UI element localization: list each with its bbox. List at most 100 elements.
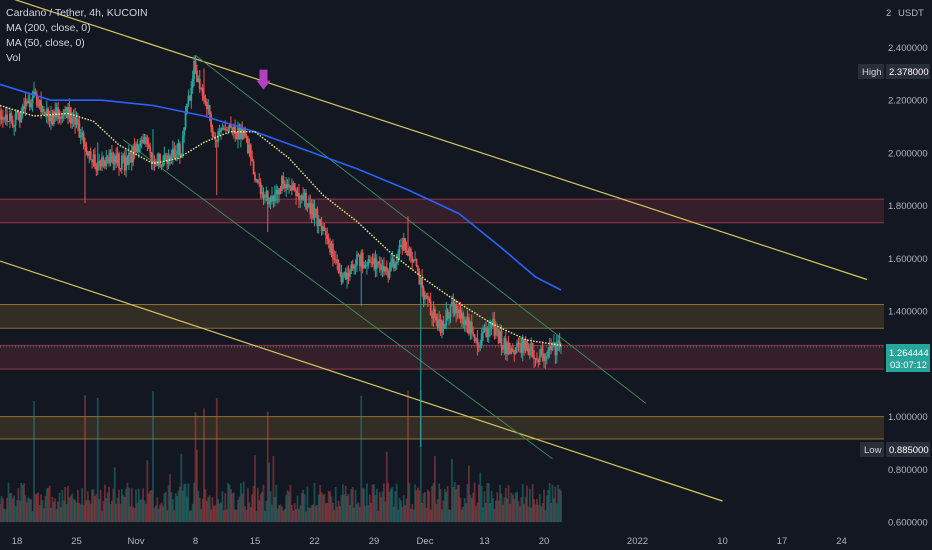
candle-body xyxy=(356,254,358,265)
candle-body xyxy=(241,126,244,140)
volume-bar xyxy=(475,506,477,523)
legend-title[interactable]: Cardano / Tether, 4h, KUCOIN xyxy=(6,7,148,19)
trendlines xyxy=(0,0,868,502)
volume-bar xyxy=(340,495,343,523)
volume-bar xyxy=(550,502,552,523)
candle-body xyxy=(109,152,112,164)
volume-bar xyxy=(137,488,140,523)
volume-bar xyxy=(247,488,249,523)
volume-bar xyxy=(40,494,42,523)
volume-bar xyxy=(171,499,174,523)
volume-bar xyxy=(89,503,92,523)
volume-bar xyxy=(303,494,306,523)
legend-ma200[interactable]: MA (200, close, 0) xyxy=(6,22,91,34)
candle-body xyxy=(71,117,74,124)
candle-body xyxy=(307,203,310,207)
candle-body xyxy=(213,136,215,138)
price-tick-label: 1.600000 xyxy=(888,254,928,265)
volume-bar xyxy=(499,484,501,523)
volume-bar xyxy=(324,503,327,523)
candle-body xyxy=(0,110,1,120)
volume-bar xyxy=(332,502,334,523)
volume-bar xyxy=(47,487,50,523)
candle-body xyxy=(415,259,418,267)
volume-bar xyxy=(255,511,258,523)
volume-bar xyxy=(407,390,409,523)
candle-body xyxy=(204,100,207,103)
candle-body xyxy=(17,111,20,113)
candle-body xyxy=(95,166,98,171)
candle-body xyxy=(442,321,445,329)
price-axis[interactable]: 2 USDT 2.400000 2.200000 2.000000 1.800000 1… xyxy=(858,0,932,550)
volume-bar xyxy=(385,451,388,523)
volume-bar xyxy=(51,496,54,523)
volume-bar xyxy=(286,490,289,523)
volume-bar xyxy=(35,493,38,523)
candle-body xyxy=(218,131,221,133)
candle-body xyxy=(60,116,62,119)
volume-bar xyxy=(9,493,11,523)
candle-body xyxy=(401,244,404,250)
volume-bar xyxy=(210,509,212,523)
candle-body xyxy=(180,153,183,156)
candle-body xyxy=(82,132,85,144)
volume-bar xyxy=(276,508,279,523)
legend-ma50[interactable]: MA (50, close, 0) xyxy=(6,37,85,49)
candle-body xyxy=(116,153,119,163)
volume-bar xyxy=(271,504,273,523)
candle-body xyxy=(111,152,113,155)
volume-bar xyxy=(329,491,331,523)
candle-body xyxy=(289,185,292,187)
volume-bar xyxy=(94,496,96,523)
candle-body xyxy=(30,103,33,108)
volume-bar xyxy=(43,508,45,523)
candle-body xyxy=(200,87,203,89)
candle-body xyxy=(211,127,214,137)
candle-body xyxy=(526,341,528,348)
volume-bar xyxy=(44,495,47,523)
volume-bar xyxy=(204,489,207,523)
candle-body xyxy=(154,161,157,164)
volume-bar xyxy=(0,503,1,523)
candle-body xyxy=(312,203,314,219)
candle-body xyxy=(548,346,551,350)
volume-bar xyxy=(493,509,496,523)
arrow-shape xyxy=(256,69,271,90)
volume-bar xyxy=(146,460,149,523)
volume-bar xyxy=(558,488,561,523)
time-tick-label: 25 xyxy=(71,536,82,547)
volume-bar xyxy=(208,495,211,523)
legend-vol[interactable]: Vol xyxy=(6,52,21,64)
candle-body xyxy=(37,104,40,107)
candle-body xyxy=(349,270,351,277)
volume-bar xyxy=(143,500,146,523)
volume-bar xyxy=(487,483,490,523)
candle-body xyxy=(248,144,251,153)
candle-body xyxy=(502,347,504,350)
candle-body xyxy=(54,111,57,117)
volume-bar xyxy=(238,496,241,523)
time-axis[interactable]: 18 25 Nov 8 15 22 29 Dec 13 20 2022 10 17 24 xyxy=(0,530,932,550)
volume-bar xyxy=(244,506,246,523)
candle-body xyxy=(290,186,293,191)
candle-body xyxy=(187,95,190,105)
volume-bar xyxy=(421,502,424,523)
volume-bar xyxy=(205,500,208,523)
candle-body xyxy=(86,151,89,157)
candle-body xyxy=(443,324,446,329)
volume-bar xyxy=(262,484,265,523)
volume-bar xyxy=(145,504,147,523)
candle-body xyxy=(527,347,530,356)
volume-bar xyxy=(98,498,101,523)
volume-bar xyxy=(449,510,452,523)
candle-body xyxy=(65,107,68,112)
volume-bar xyxy=(381,491,384,523)
candle-body xyxy=(38,100,41,107)
candle-body xyxy=(377,261,380,264)
time-tick-label: Nov xyxy=(128,536,145,547)
volume-bar xyxy=(129,506,132,523)
candle-body xyxy=(45,108,48,115)
volume-bar xyxy=(92,489,95,523)
